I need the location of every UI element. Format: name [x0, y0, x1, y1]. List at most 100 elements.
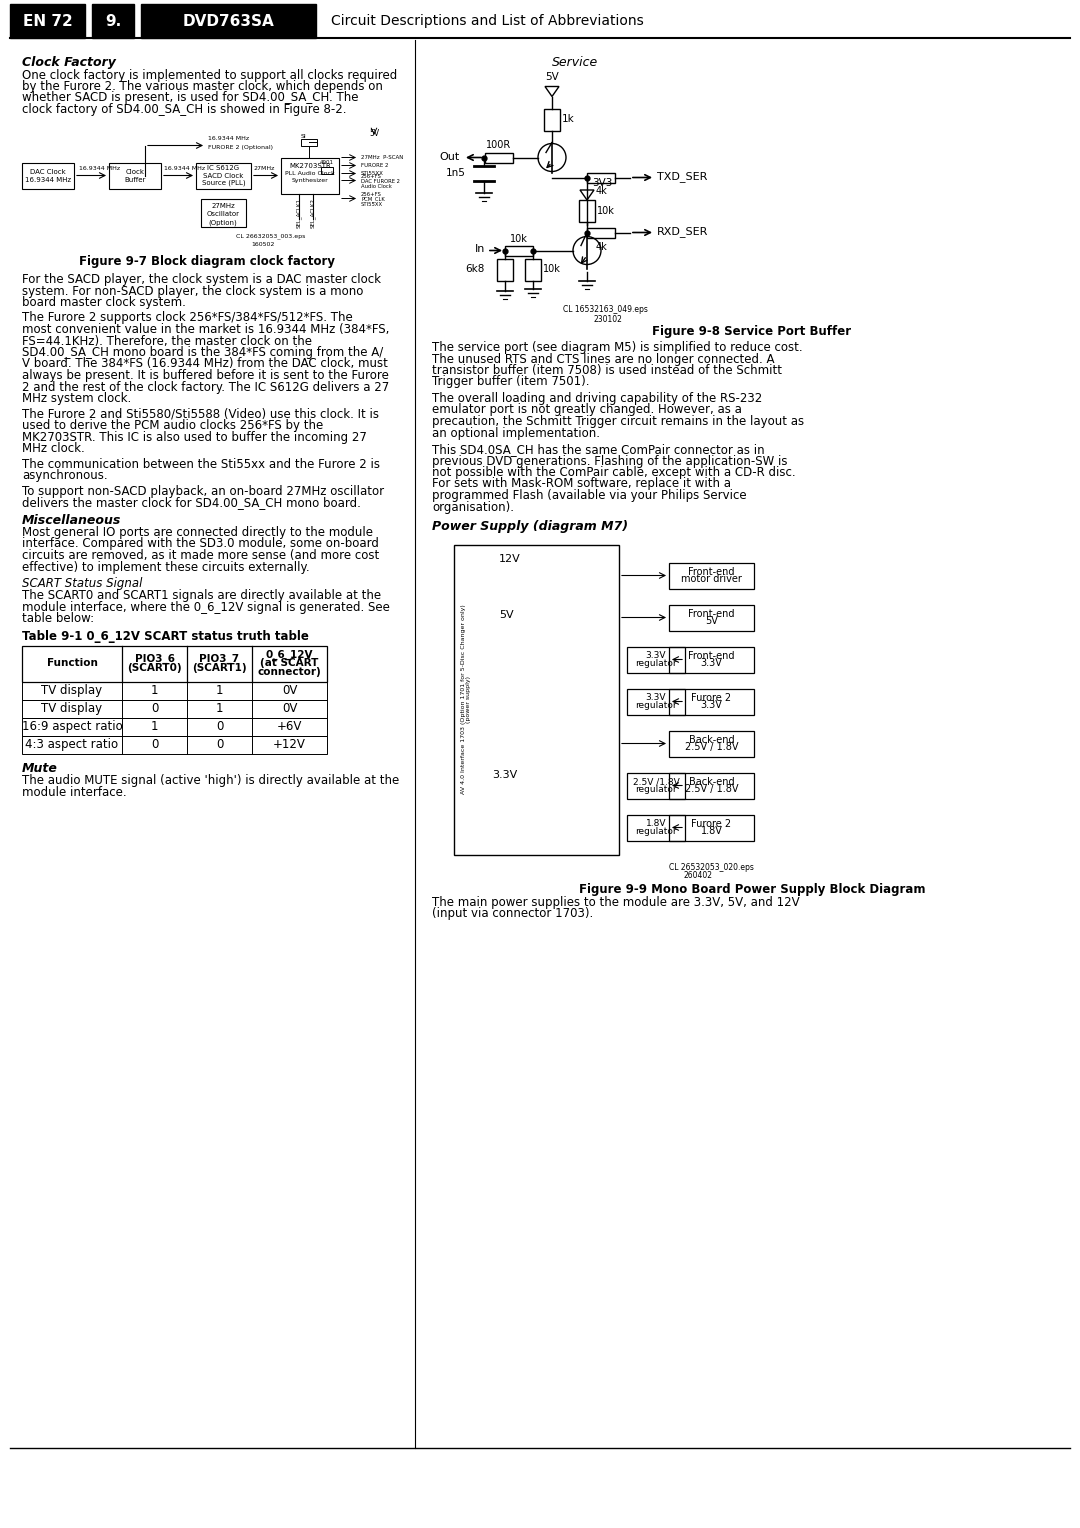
Text: DAC FURORE 2: DAC FURORE 2 [361, 179, 400, 183]
Text: +6V: +6V [276, 720, 302, 733]
Bar [22, 700, 327, 718]
Text: Back-end: Back-end [689, 778, 734, 787]
Text: One clock factory is implemented to support all clocks required: One clock factory is implemented to supp… [22, 69, 397, 81]
Text: TV display: TV display [41, 701, 103, 715]
Text: always be present. It is buffered before it is sent to the Furore: always be present. It is buffered before… [22, 368, 389, 382]
Text: 2.5V / 1.8V: 2.5V / 1.8V [685, 784, 739, 795]
Text: 1: 1 [216, 701, 224, 715]
Text: DVD763SA: DVD763SA [183, 14, 274, 29]
Text: 3.3V: 3.3V [646, 651, 666, 660]
Text: 3.3V: 3.3V [492, 770, 517, 779]
Text: 1n5: 1n5 [446, 168, 465, 177]
Text: 0: 0 [216, 738, 224, 750]
Text: 2.5V /1.8V: 2.5V /1.8V [633, 778, 679, 787]
Bar [669, 689, 754, 715]
Text: This SD4.0SA_CH has the same ComPair connector as in: This SD4.0SA_CH has the same ComPair con… [432, 443, 765, 455]
Text: IC S612G: IC S612G [207, 165, 240, 171]
Text: Source (PLL): Source (PLL) [202, 179, 245, 186]
Text: (SCART1): (SCART1) [192, 663, 247, 672]
Text: The SCART0 and SCART1 signals are directly available at the: The SCART0 and SCART1 signals are direct… [22, 590, 381, 602]
Text: The communication between the Sti55xx and the Furore 2 is: The communication between the Sti55xx an… [22, 457, 380, 471]
Text: asynchronous.: asynchronous. [22, 469, 108, 481]
Text: TXD_SER: TXD_SER [657, 171, 707, 182]
Text: (SCART0): (SCART0) [127, 663, 181, 672]
Text: MHz system clock.: MHz system clock. [22, 393, 132, 405]
Text: 10k: 10k [597, 206, 615, 215]
Text: DAC Clock: DAC Clock [30, 168, 66, 174]
Text: interface. Compared with the SD3.0 module, some on-board: interface. Compared with the SD3.0 modul… [22, 538, 379, 550]
Text: PIO3_6: PIO3_6 [135, 654, 175, 665]
Text: V board. The 384*FS (16.9344 MHz) from the DAC clock, must: V board. The 384*FS (16.9344 MHz) from t… [22, 358, 388, 370]
Text: table below:: table below: [22, 613, 94, 625]
Bar [141, 5, 316, 38]
Text: 1: 1 [216, 685, 224, 697]
Text: Clock: Clock [125, 168, 145, 174]
Text: +12V: +12V [273, 738, 306, 750]
Text: Figure 9-9 Mono Board Power Supply Block Diagram: Figure 9-9 Mono Board Power Supply Block… [579, 883, 926, 895]
Text: 4k: 4k [595, 241, 607, 252]
Text: 260402: 260402 [684, 871, 713, 880]
Text: Buffer: Buffer [124, 177, 146, 183]
Text: 5V: 5V [369, 128, 379, 138]
Text: 256+FS: 256+FS [361, 174, 382, 179]
Bar [22, 162, 75, 188]
Text: The Furore 2 supports clock 256*FS/384*FS/512*FS. The: The Furore 2 supports clock 256*FS/384*F… [22, 312, 353, 324]
Text: 4:3 aspect ratio: 4:3 aspect ratio [26, 738, 119, 750]
Text: 16.9344 MHz: 16.9344 MHz [25, 177, 71, 183]
Text: CL 26632053_003.eps: CL 26632053_003.eps [237, 234, 306, 240]
Text: 0V: 0V [282, 685, 297, 697]
Text: Function: Function [46, 659, 97, 669]
Text: Service: Service [552, 57, 598, 69]
Text: RXD_SER: RXD_SER [657, 226, 708, 237]
Bar [92, 5, 134, 38]
Text: transistor buffer (item 7508) is used instead of the Schmitt: transistor buffer (item 7508) is used in… [432, 364, 782, 377]
Text: Furore 2: Furore 2 [691, 694, 731, 703]
Bar [627, 814, 685, 840]
Text: 0_6_12V: 0_6_12V [266, 649, 313, 660]
Text: SACD Clock: SACD Clock [203, 173, 244, 179]
Bar [22, 718, 327, 735]
Text: (input via connector 1703).: (input via connector 1703). [432, 908, 593, 920]
Text: 1.8V: 1.8V [701, 827, 723, 836]
Text: Table 9-1 0_6_12V SCART status truth table: Table 9-1 0_6_12V SCART status truth tab… [22, 630, 309, 643]
Text: 1k: 1k [562, 115, 575, 124]
Text: 0: 0 [151, 738, 158, 750]
Text: 4901: 4901 [320, 159, 334, 165]
Text: connector): connector) [258, 668, 322, 677]
Text: Furore 2: Furore 2 [691, 819, 731, 830]
Text: 2.5V / 1.8V: 2.5V / 1.8V [685, 743, 739, 752]
Text: MK2703STR: MK2703STR [289, 163, 330, 170]
Bar [10, 5, 85, 38]
Text: Mute: Mute [22, 761, 58, 775]
Bar [321, 167, 333, 174]
Bar [195, 162, 251, 188]
Text: 0V: 0V [282, 701, 297, 715]
Text: The main power supplies to the module are 3.3V, 5V, and 12V: The main power supplies to the module ar… [432, 895, 799, 909]
Text: 3.3V: 3.3V [701, 659, 723, 668]
Text: 5V: 5V [705, 616, 718, 626]
Bar [22, 645, 327, 681]
Text: To support non-SACD playback, an on-board 27MHz oscillator: To support non-SACD playback, an on-boar… [22, 484, 384, 498]
Bar [588, 173, 615, 182]
Text: Power Supply (diagram M7): Power Supply (diagram M7) [432, 520, 629, 533]
Bar [22, 681, 327, 700]
Text: 27MHz: 27MHz [254, 167, 275, 171]
Text: STI55XX: STI55XX [361, 202, 383, 206]
Bar [301, 139, 318, 145]
Text: regulator: regulator [635, 659, 677, 668]
Text: Front-end: Front-end [688, 567, 734, 578]
Text: Synthesizer: Synthesizer [292, 177, 328, 183]
Bar [669, 730, 754, 756]
Text: previous DVD generations. Flashing of the application-SW is: previous DVD generations. Flashing of th… [432, 454, 787, 468]
Bar [669, 814, 754, 840]
Text: Trigger buffer (item 7501).: Trigger buffer (item 7501). [432, 376, 590, 388]
Text: board master clock system.: board master clock system. [22, 296, 186, 309]
Text: The Furore 2 and Sti5580/Sti5588 (Video) use this clock. It is: The Furore 2 and Sti5580/Sti5588 (Video)… [22, 408, 379, 420]
Text: Most general IO ports are connected directly to the module: Most general IO ports are connected dire… [22, 526, 373, 539]
Text: emulator port is not greatly changed. However, as a: emulator port is not greatly changed. Ho… [432, 403, 742, 417]
Text: CL 26532053_020.eps: CL 26532053_020.eps [669, 862, 754, 871]
Text: whether SACD is present, is used for SD4.00_SA_CH. The: whether SACD is present, is used for SD4… [22, 92, 359, 104]
Text: 1: 1 [151, 720, 159, 733]
Text: module interface, where the 0_6_12V signal is generated. See: module interface, where the 0_6_12V sign… [22, 601, 390, 614]
Text: For sets with Mask-ROM software, replace it with a: For sets with Mask-ROM software, replace… [432, 477, 731, 490]
